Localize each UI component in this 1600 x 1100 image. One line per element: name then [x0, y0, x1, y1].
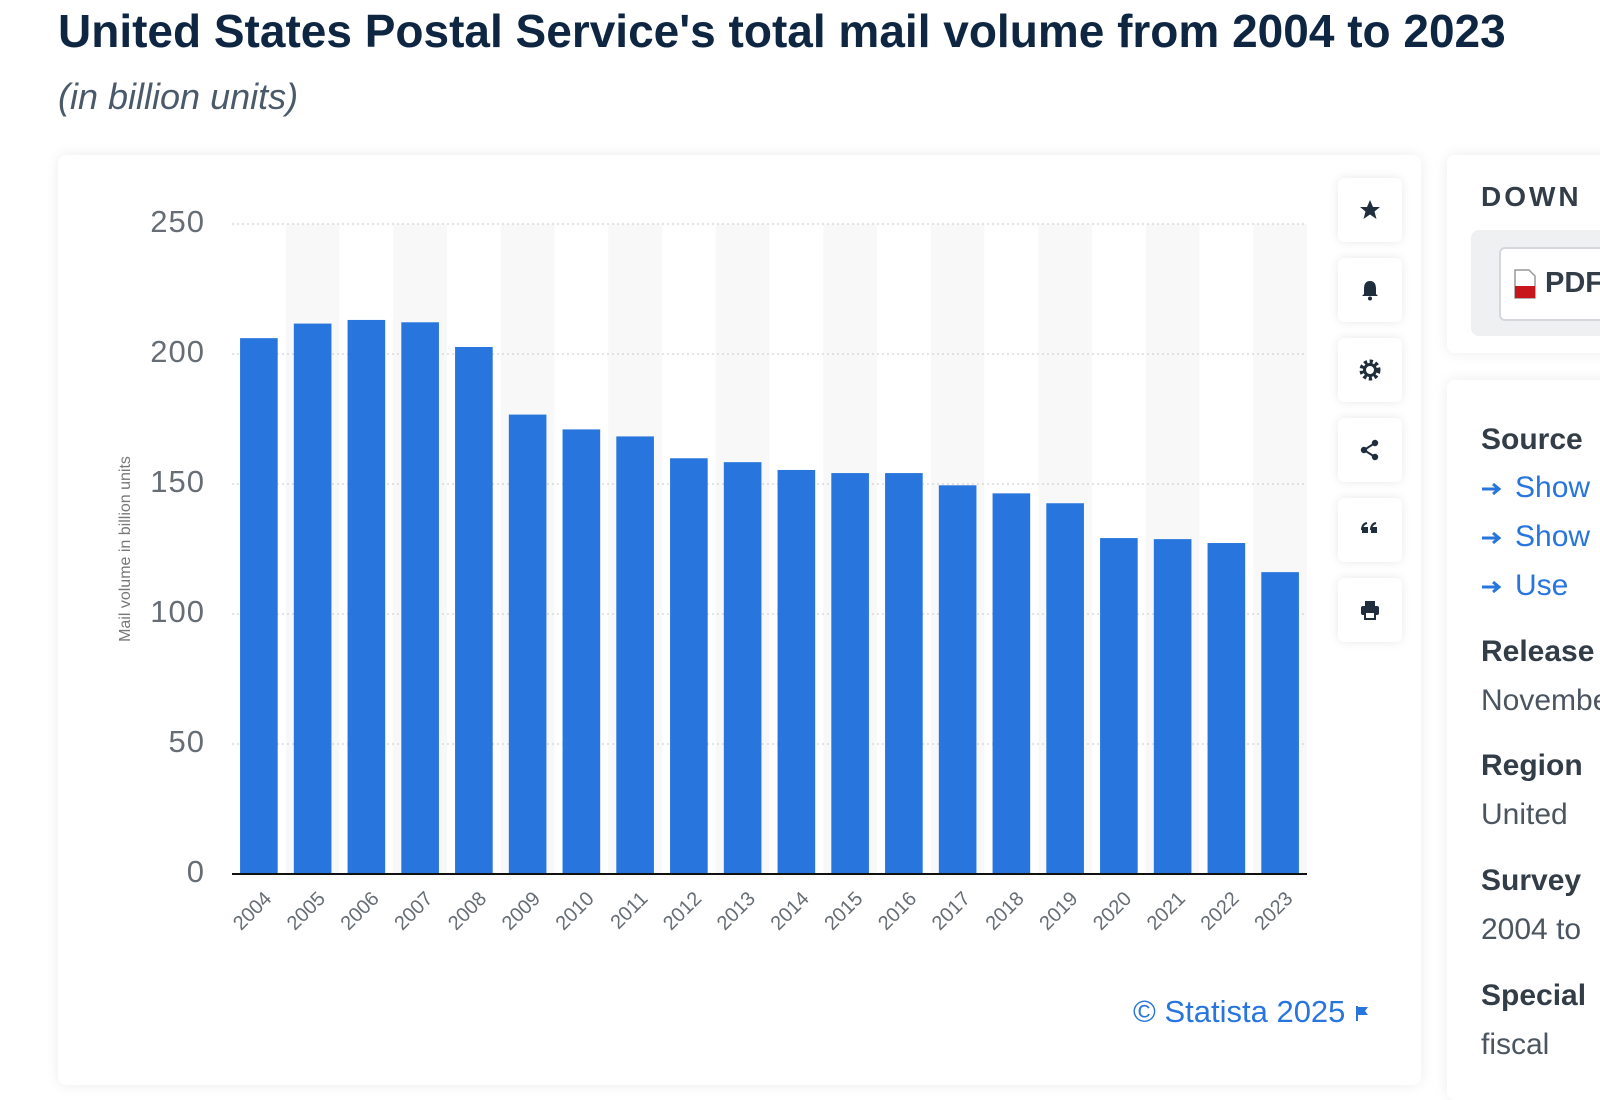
source-label: Source [1481, 423, 1583, 456]
pdf-label: PDF [1545, 267, 1600, 299]
bar [616, 436, 654, 874]
download-title: DOWN [1481, 181, 1582, 212]
x-tick-label: 2008 [444, 888, 491, 935]
bar [938, 485, 977, 874]
settings-button[interactable] [1338, 338, 1402, 402]
x-tick-label: 2023 [1250, 888, 1297, 935]
y-tick-label: 0 [187, 854, 205, 889]
print-button[interactable] [1338, 578, 1402, 642]
bar [508, 414, 547, 874]
bar [831, 473, 869, 874]
x-tick-label: 2016 [874, 888, 921, 935]
y-tick-label: 50 [169, 724, 205, 759]
x-tick-label: 2011 [606, 888, 652, 934]
x-tick-label: 2021 [1143, 888, 1190, 935]
page-subtitle: (in billion units) [58, 76, 299, 117]
link-text: Show [1515, 471, 1591, 504]
bar [670, 458, 708, 874]
bar [885, 473, 923, 874]
publisher-link[interactable]: Show [1481, 520, 1590, 554]
details-card: Source Show Show Use Release November Re… [1447, 380, 1600, 1100]
bar [992, 493, 1031, 874]
print-icon [1361, 601, 1379, 620]
bar [293, 323, 332, 875]
x-tick-label: 2018 [982, 888, 1029, 935]
release-value: November [1481, 684, 1600, 717]
x-tick-label: 2012 [659, 888, 706, 935]
x-tick-label: 2009 [498, 888, 545, 935]
x-tick-label: 2017 [928, 888, 975, 935]
bar [1261, 572, 1299, 874]
body: {"header": {"title": "United States Post… [58, 5, 1600, 1061]
cite-button[interactable] [1338, 498, 1402, 562]
source-link[interactable]: Show [1481, 471, 1590, 505]
x-tick-label: 2006 [337, 888, 384, 935]
survey-value: 2004 to [1481, 913, 1582, 946]
x-tick-label: 2004 [229, 888, 276, 935]
bar [1046, 503, 1084, 874]
survey-label: Survey [1481, 864, 1582, 897]
share-button[interactable] [1338, 418, 1402, 482]
x-tick-label: 2022 [1197, 888, 1244, 935]
x-tick-label: 2019 [1035, 888, 1082, 935]
credit-link[interactable]: © Statista 2025 [1133, 994, 1370, 1030]
x-tick-label: 2015 [820, 888, 867, 935]
x-tick-label: 2013 [713, 888, 760, 935]
link-text: Show [1515, 520, 1591, 553]
credit-text: © Statista 2025 [1133, 994, 1346, 1029]
bar [1153, 539, 1192, 874]
bar [723, 462, 762, 874]
chart: 0 50 100 150 200 250 Mail volume in billion un… [117, 204, 1307, 935]
link-text: Use [1515, 569, 1569, 602]
download-box: PDF [1471, 230, 1600, 336]
x-tick-label: 2005 [283, 888, 330, 935]
star-icon [1360, 200, 1380, 219]
bar [1207, 543, 1246, 874]
region-value: United [1481, 798, 1568, 831]
gear-icon [1359, 359, 1381, 381]
bar [1100, 538, 1138, 874]
arrow-icon [1482, 482, 1502, 496]
page-title: United States Postal Service's total mai… [58, 5, 1506, 57]
y-tick-label: 150 [150, 464, 205, 499]
bar [455, 346, 493, 875]
x-tick-label: 2020 [1089, 888, 1136, 935]
region-label: Region [1481, 749, 1583, 782]
share-icon [1360, 439, 1379, 461]
pdf-button[interactable]: PDF [1499, 247, 1600, 321]
y-tick-label: 100 [150, 594, 205, 629]
x-tick-label: 2007 [390, 888, 437, 935]
y-tick-label: 250 [150, 204, 205, 239]
flag-icon [1356, 1006, 1369, 1021]
release-label: Release [1481, 635, 1595, 668]
special-value: fiscal [1481, 1028, 1550, 1061]
bar [401, 322, 439, 874]
arrow-icon [1482, 580, 1502, 594]
research-link[interactable]: Use [1481, 569, 1568, 603]
x-tick-label: 2010 [552, 888, 599, 935]
x-tick-label: 2014 [767, 888, 814, 935]
bar [777, 469, 816, 874]
bar [240, 338, 278, 874]
special-label: Special [1481, 979, 1587, 1012]
notify-button[interactable] [1338, 258, 1402, 322]
download-card: DOWN PDF [1447, 155, 1600, 353]
bar [562, 429, 601, 874]
bell-icon [1362, 281, 1378, 301]
arrow-icon [1482, 531, 1502, 545]
bar [347, 319, 386, 874]
quote-icon [1361, 522, 1377, 533]
favorite-button[interactable] [1338, 178, 1402, 242]
y-tick-label: 200 [150, 334, 205, 369]
y-axis-title: Mail volume in billion units [117, 456, 134, 642]
page: USPS mail volume html, body { margin: 0;… [58, 5, 1600, 1061]
pdf-icon [1514, 269, 1536, 299]
